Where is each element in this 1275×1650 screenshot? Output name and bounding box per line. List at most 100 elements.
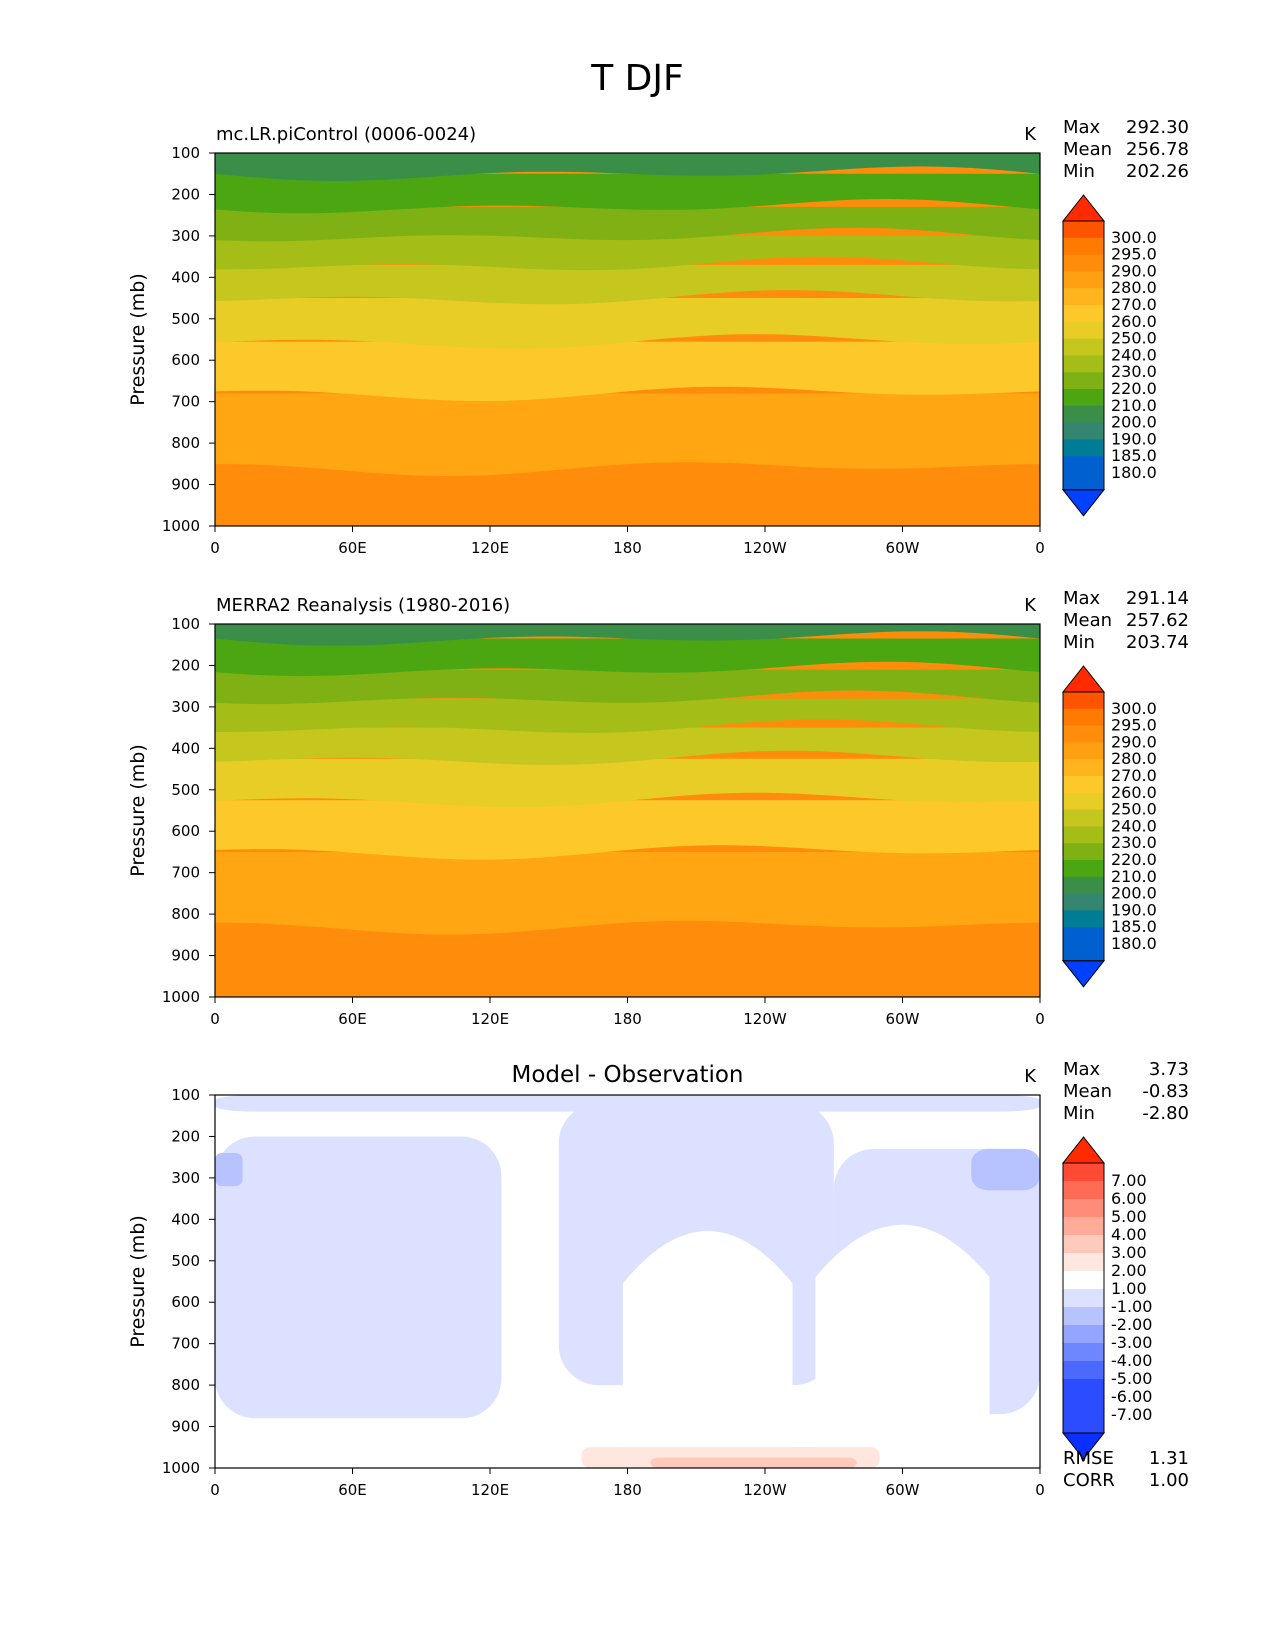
y-tick-label: 500 [171, 310, 200, 328]
contour-band-225K [215, 206, 1040, 242]
colorbar-label: 300.0 [1111, 699, 1157, 718]
colorbar-segment [1063, 237, 1104, 256]
plot-area [215, 624, 1040, 997]
x-tick-label: 120E [471, 539, 509, 557]
colorbar-segment [1063, 1361, 1104, 1380]
colorbar-label: 290.0 [1111, 261, 1157, 280]
y-tick-label: 1000 [162, 517, 200, 535]
stat-label-mean: Mean [1063, 139, 1112, 160]
colorbar-label: 6.00 [1111, 1189, 1147, 1208]
colorbar-label: 2.00 [1111, 1261, 1147, 1280]
y-tick-label: 800 [171, 1376, 200, 1394]
y-tick-label: 600 [171, 822, 200, 840]
panel-3: Model - Observation K 100 200 300 400 500 600 70… [127, 1059, 1189, 1499]
colorbar-extend-top [1061, 194, 1106, 222]
colorbar-segment [1063, 1325, 1104, 1344]
neutral-arch-2 [815, 1224, 990, 1468]
y-tick-label: 400 [171, 1210, 200, 1228]
contour-band-255K [215, 298, 1040, 349]
colorbar-segment [1063, 843, 1104, 861]
colorbar-segment [1063, 860, 1104, 878]
stat-value-mean: 256.78 [1126, 139, 1189, 160]
contour-band-225K [215, 669, 1040, 705]
y-tick-label: 600 [171, 351, 200, 369]
x-tick-label: 60E [338, 539, 367, 557]
panel-title: MERRA2 Reanalysis (1980-2016) [216, 595, 510, 616]
stat-label-min: Min [1063, 1103, 1095, 1124]
warm-surface-warm-core [650, 1457, 857, 1468]
colorbar-label: -7.00 [1111, 1405, 1152, 1424]
y-axis-label: Pressure (mb) [127, 744, 149, 877]
y-tick-label: 300 [171, 1169, 200, 1187]
colorbar-segment [1063, 321, 1104, 340]
stat-value-mean: 257.62 [1126, 610, 1189, 631]
colorbar-segment [1063, 1379, 1104, 1398]
colorbar-extend-bottom [1061, 489, 1106, 517]
x-tick-label: 0 [210, 539, 220, 557]
colorbar-label: 295.0 [1111, 245, 1157, 264]
stat-label-min: Min [1063, 161, 1095, 182]
y-tick-label: 1000 [162, 988, 200, 1006]
stat-value-max: 3.73 [1149, 1059, 1189, 1080]
contour-band-285K [215, 467, 1040, 526]
x-tick-label: 60W [886, 539, 920, 557]
colorbar-label: 240.0 [1111, 345, 1157, 364]
colorbar-segment [1063, 1199, 1104, 1218]
anomaly-west-cold-region [215, 1136, 502, 1419]
colorbar-label: 290.0 [1111, 732, 1157, 751]
colorbar-segment [1063, 338, 1104, 356]
colorbar-label: 185.0 [1111, 917, 1157, 936]
x-tick-label: 0 [1035, 1481, 1045, 1499]
contour-band-215K [215, 638, 1040, 677]
contour-band-265K [215, 341, 1040, 402]
colorbar-segment [1063, 776, 1104, 794]
y-tick-label: 600 [171, 1293, 200, 1311]
x-tick-label: 120W [743, 1010, 787, 1028]
colorbar-label: 280.0 [1111, 278, 1157, 297]
y-tick-label: 900 [171, 1418, 200, 1436]
panel-1: mc.LR.piControl (0006-0024) K 100 200 300 400… [127, 117, 1189, 557]
x-tick-label: 60W [886, 1481, 920, 1499]
y-tick-label: 900 [171, 947, 200, 965]
stat-label-mean: Mean [1063, 610, 1112, 631]
colorbar-label: 190.0 [1111, 900, 1157, 919]
colorbar-label: 7.00 [1111, 1171, 1147, 1190]
panel-2: MERRA2 Reanalysis (1980-2016) K 100 200 300 4… [127, 588, 1189, 1028]
y-tick-label: 200 [171, 1127, 200, 1145]
colorbar-label: 230.0 [1111, 833, 1157, 852]
x-tick-label: 120W [743, 1481, 787, 1499]
colorbar-label: 210.0 [1111, 867, 1157, 886]
colorbar-segment [1063, 893, 1104, 911]
x-tick-label: 0 [1035, 1010, 1045, 1028]
stat-label-mean: Mean [1063, 1081, 1112, 1102]
x-tick-label: 180 [613, 539, 642, 557]
colorbar-segment [1063, 1163, 1104, 1182]
x-tick-label: 180 [613, 1010, 642, 1028]
y-tick-label: 400 [171, 739, 200, 757]
colorbar-segment [1063, 305, 1104, 323]
y-tick-label: 400 [171, 268, 200, 286]
x-tick-label: 120E [471, 1481, 509, 1499]
colorbar-label: 200.0 [1111, 413, 1157, 432]
y-tick-label: 200 [171, 656, 200, 674]
colorbar-segment [1063, 725, 1104, 743]
plot-area [215, 1095, 1040, 1468]
colorbar-label: 280.0 [1111, 749, 1157, 768]
colorbar-label: 250.0 [1111, 800, 1157, 819]
stat-value-max: 291.14 [1126, 588, 1189, 609]
contour-band-205K [215, 153, 1040, 181]
colorbar-label: -1.00 [1111, 1297, 1152, 1316]
contour-band-245K [215, 264, 1040, 305]
colorbar-segment [1063, 1397, 1104, 1416]
x-tick-label: 60E [338, 1010, 367, 1028]
colorbar-label: -2.00 [1111, 1315, 1152, 1334]
contour-band-235K [215, 235, 1040, 271]
colorbar-segment [1063, 1289, 1104, 1308]
colorbar-label: 220.0 [1111, 379, 1157, 398]
stat-label-max: Max [1063, 117, 1101, 138]
stat-label-max: Max [1063, 1059, 1101, 1080]
colorbar-label: 260.0 [1111, 312, 1157, 331]
colorbar-segment [1063, 692, 1104, 710]
stat-value-min: 202.26 [1126, 161, 1189, 182]
colorbar-extend-bottom [1061, 960, 1106, 988]
